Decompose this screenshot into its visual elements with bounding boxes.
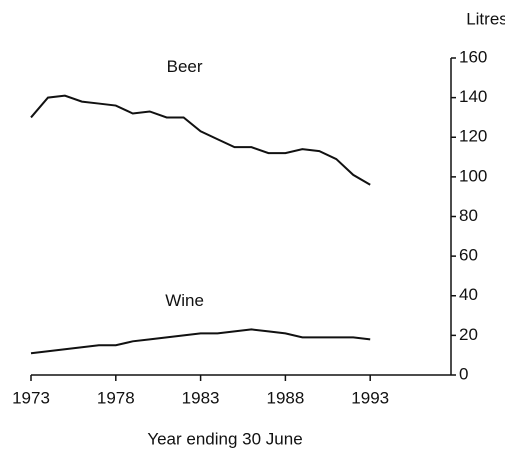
y-tick-label: 40 [459, 285, 478, 304]
x-tick-label: 1988 [266, 388, 304, 407]
series-line [30, 328, 371, 355]
x-tick-label: 1973 [12, 388, 50, 407]
x-tick-label: 1993 [351, 388, 389, 407]
y-tick-label: 100 [459, 166, 487, 185]
x-tick-label: 1983 [182, 388, 220, 407]
series-label: Wine [165, 291, 204, 310]
y-tick-label: 20 [459, 325, 478, 344]
y-axis-label: Litres [466, 9, 505, 28]
x-tick-label: 1978 [97, 388, 135, 407]
y-tick-label: 140 [459, 87, 487, 106]
y-tick-label: 160 [459, 47, 487, 66]
series-label: Beer [167, 57, 203, 76]
series-line [30, 94, 371, 186]
y-tick-label: 120 [459, 127, 487, 146]
y-tick-label: 60 [459, 246, 478, 265]
y-tick-label: 80 [459, 206, 478, 225]
x-axis-label: Year ending 30 June [147, 429, 302, 448]
y-tick-label: 0 [459, 364, 468, 383]
